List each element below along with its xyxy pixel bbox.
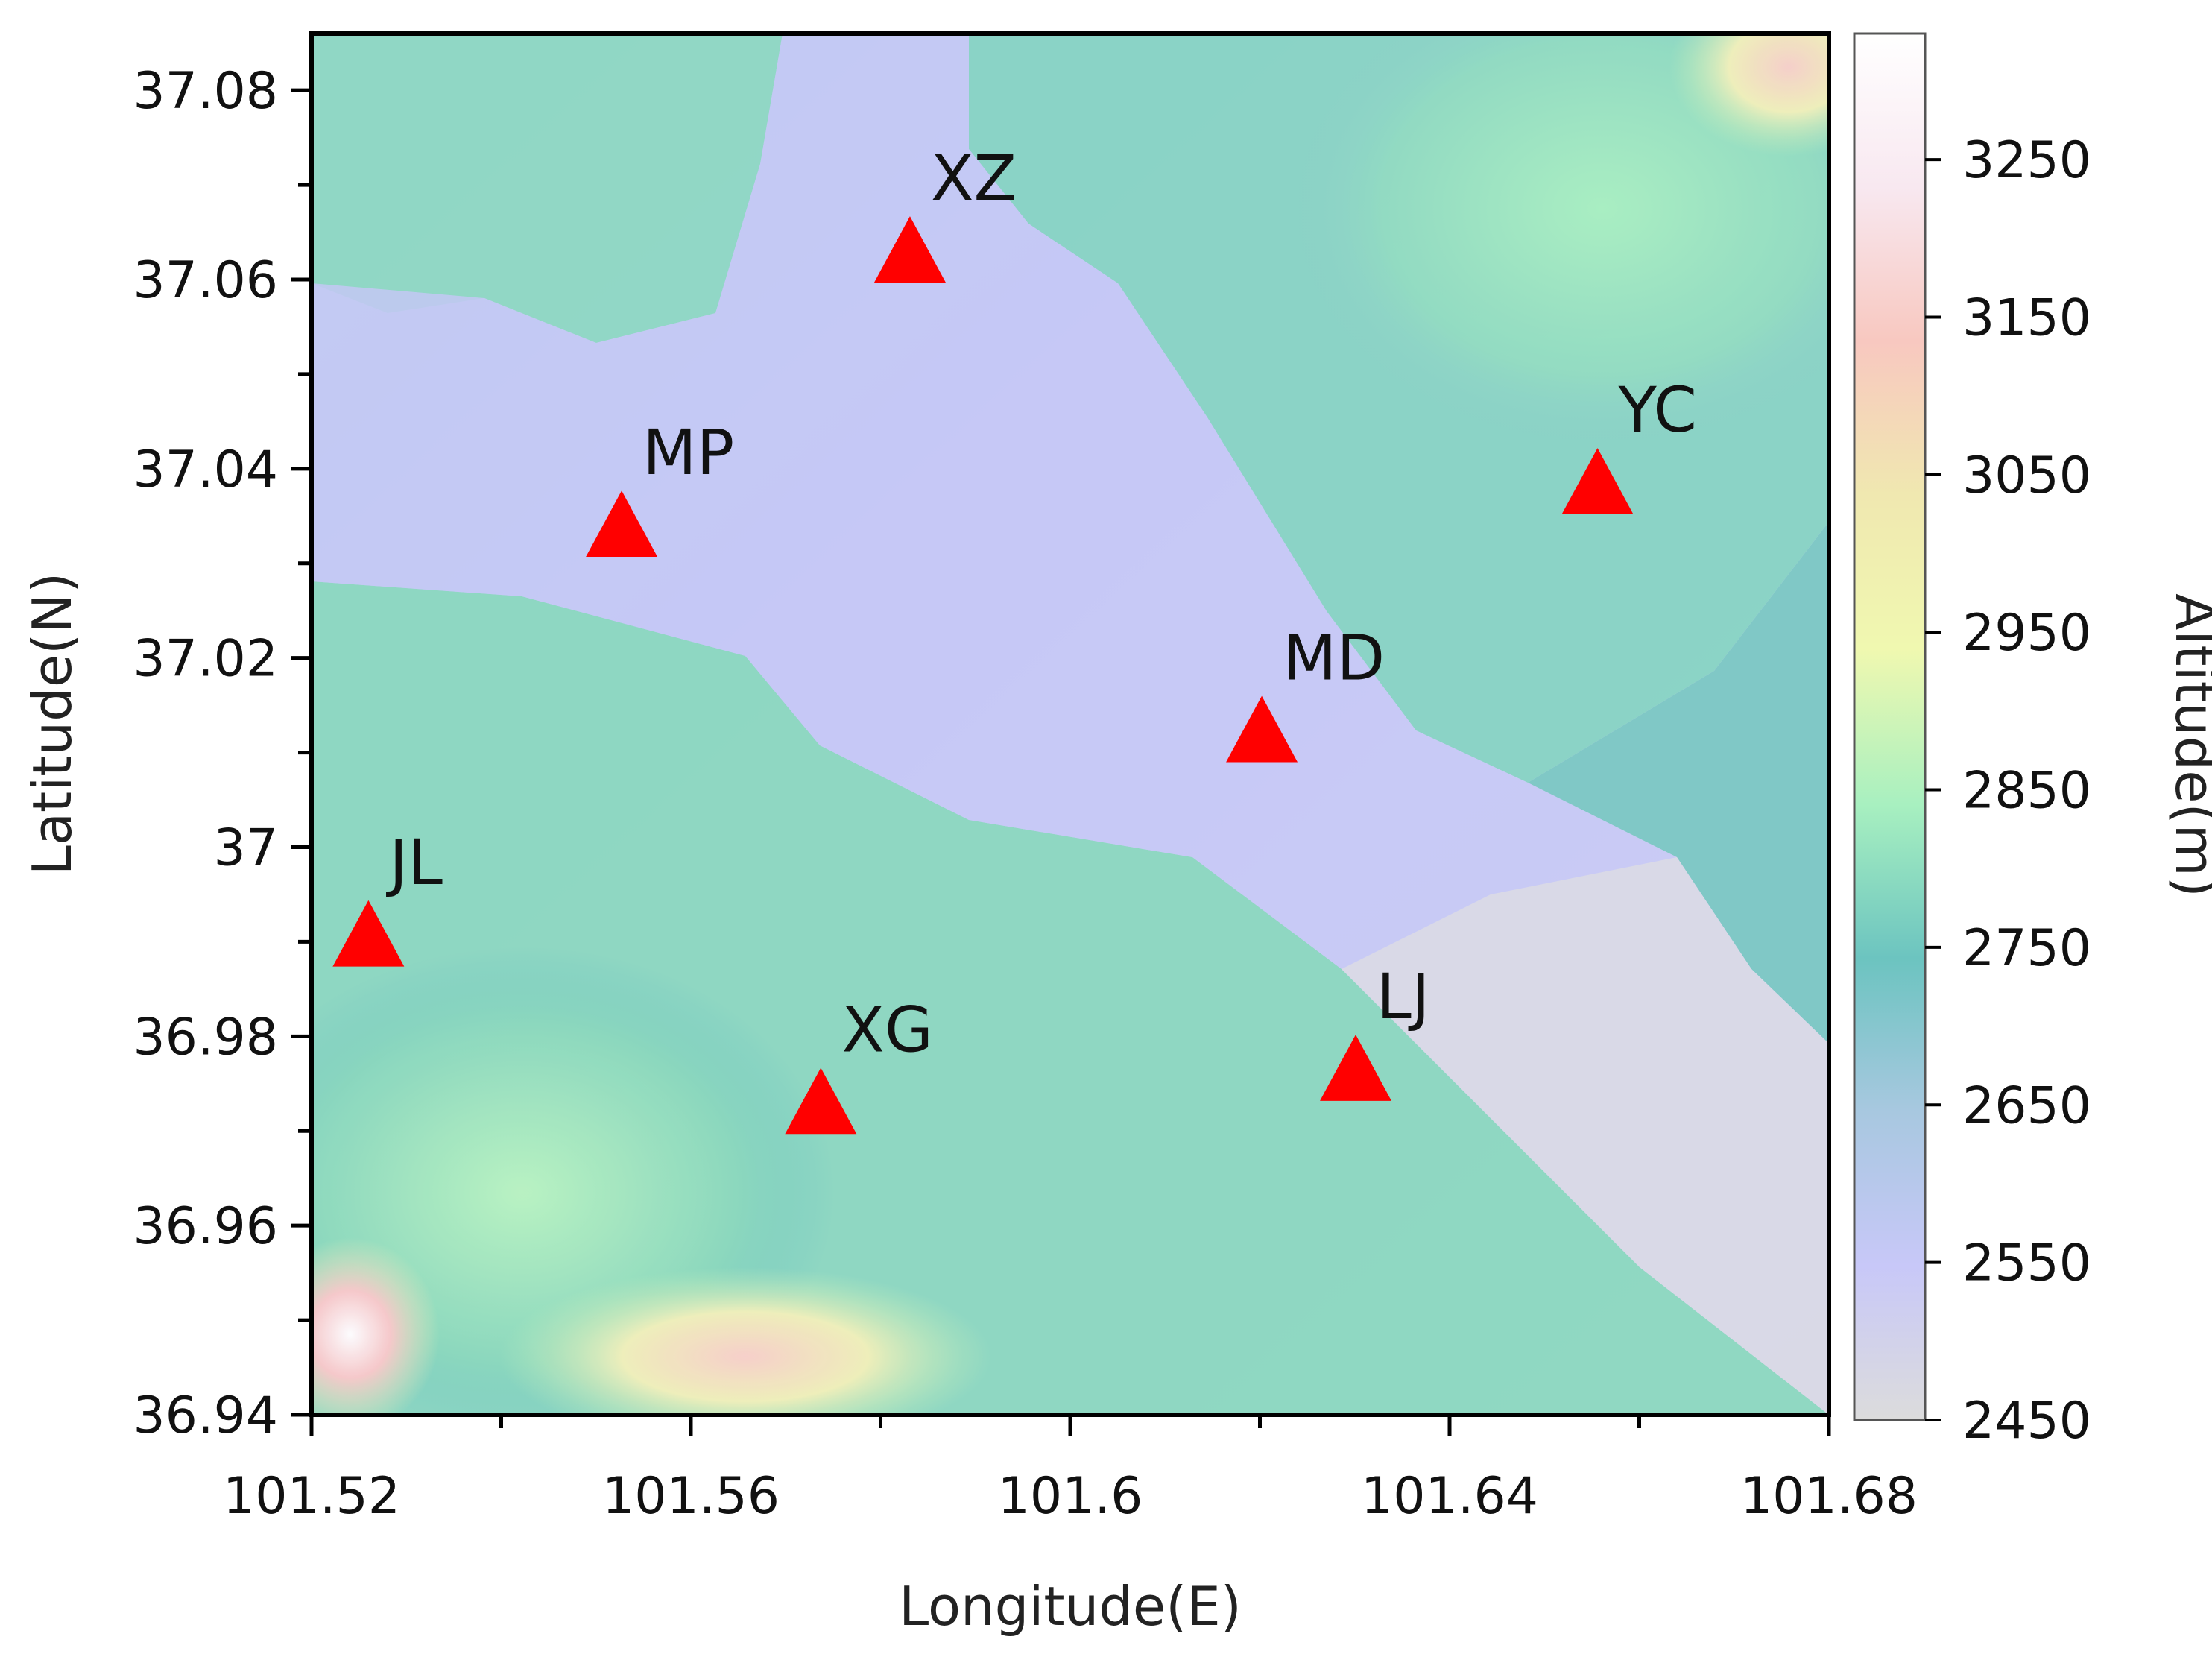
station-markers: XZ MP YC MD JL XG LJ [332, 142, 1697, 1135]
terrain-shading [312, 34, 1829, 1415]
station-label-yc: YC [1618, 373, 1697, 446]
y-tick-label: 37.04 [133, 441, 278, 499]
x-axis: 101.52 101.56 101.6 101.64 101.68 [223, 1415, 1918, 1526]
station-marker-xz [873, 216, 946, 283]
y-tick-label: 36.94 [133, 1386, 278, 1445]
northeast-peak [1669, 34, 1829, 157]
northeast-highland [1289, 34, 1829, 447]
station-label-md: MD [1283, 622, 1385, 695]
x-tick-label: 101.68 [1740, 1467, 1918, 1526]
y-axis-title: Latitude(N) [21, 572, 83, 875]
station-label-xg: XG [841, 993, 933, 1066]
station-marker-lj [1320, 1035, 1392, 1101]
colorbar: 2450 2550 2650 2750 2850 2950 3050 3150 3250 Alt… [1853, 32, 2212, 1451]
station-marker-mp [586, 490, 658, 558]
x-tick-label: 101.56 [602, 1467, 780, 1526]
northwest-ridge [312, 34, 783, 343]
southwest-peak [312, 1237, 440, 1415]
colorbar-tick-label: 3150 [1962, 288, 2091, 347]
colorbar-tick-label: 3250 [1962, 131, 2091, 190]
y-tick-label: 37.06 [133, 251, 278, 310]
colorbar-tick-label: 3050 [1962, 446, 2091, 505]
colorbar-tick-label: 2850 [1962, 762, 2091, 821]
x-axis-title: Longitude(E) [899, 1575, 1242, 1638]
station-label-xz: XZ [931, 142, 1017, 215]
y-tick-label: 36.96 [133, 1197, 278, 1256]
map-plot-area [312, 34, 1829, 1415]
colorbar-ticks: 2450 2550 2650 2750 2850 2950 3050 3150 3250 [1925, 131, 2091, 1451]
colorbar-tick-label: 2450 [1962, 1392, 2091, 1451]
x-tick-label: 101.52 [223, 1467, 400, 1526]
southeast-floodplain [1342, 857, 1829, 1415]
station-label-mp: MP [642, 416, 734, 489]
station-marker-xg [785, 1067, 857, 1135]
south-peak [499, 1267, 991, 1415]
colorbar-tick-label: 2550 [1962, 1234, 2091, 1293]
y-tick-label: 36.98 [133, 1008, 278, 1067]
colorbar-title: Altitude(m) [2164, 593, 2212, 897]
station-marker-jl [332, 900, 405, 967]
east-ridge [1528, 522, 1829, 1044]
colorbar-tick-label: 2650 [1962, 1076, 2091, 1135]
y-tick-label: 37 [213, 818, 278, 877]
station-label-lj: LJ [1377, 960, 1430, 1033]
station-label-jl: JL [385, 826, 443, 899]
station-marker-yc [1561, 448, 1634, 514]
colorbar-fill [1853, 32, 1927, 1421]
x-tick-label: 101.64 [1361, 1467, 1538, 1526]
station-marker-md [1226, 695, 1298, 763]
colorbar-tick-label: 2750 [1962, 919, 2091, 978]
y-axis: 36.94 36.96 36.98 37 37.02 37.04 37.06 37.08 [133, 62, 312, 1445]
y-tick-label: 37.08 [133, 62, 278, 121]
y-tick-label: 37.02 [133, 630, 278, 689]
x-tick-label: 101.6 [998, 1467, 1143, 1526]
colorbar-tick-label: 2950 [1962, 604, 2091, 663]
